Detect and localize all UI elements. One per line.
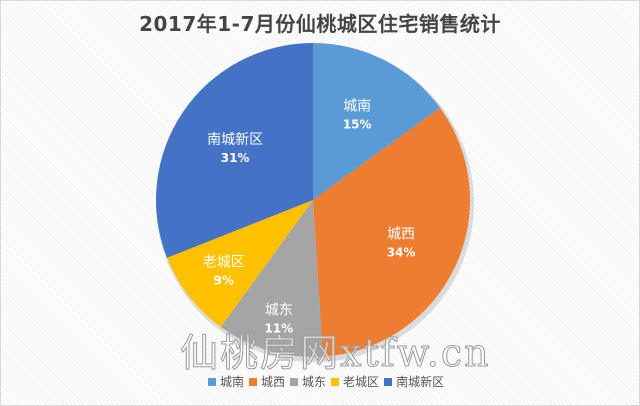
legend: 城南 城西 城东 老城区 南城新区 [208, 373, 444, 390]
legend-swatch [249, 377, 258, 386]
slice-percent: 15% [343, 117, 372, 131]
legend-label: 城南 [220, 375, 245, 389]
slice-label: 城南 [343, 98, 371, 114]
slice-label: 南城新区 [207, 132, 263, 148]
slice-percent: 34% [387, 245, 416, 259]
pie-slice-3 [167, 200, 313, 328]
legend-swatch [384, 377, 393, 386]
slice-label: 城西 [387, 226, 415, 242]
legend-swatch [331, 377, 340, 386]
slice-percent: 11% [264, 322, 293, 336]
legend-swatch [290, 377, 299, 386]
pie-slice-1 [313, 107, 471, 357]
slice-label: 老城区 [203, 254, 245, 270]
legend-item: 老城区 [331, 373, 379, 390]
chart-title: 2017年1-7月份仙桃城区住宅销售统计 [139, 12, 501, 36]
watermark: 仙桃房网xtfw.cn [180, 331, 491, 376]
legend-label: 南城新区 [396, 375, 445, 389]
legend-label: 老城区 [343, 375, 380, 389]
legend-item: 城西 [249, 373, 285, 390]
slice-label: 城东 [265, 303, 293, 319]
legend-item: 南城新区 [384, 373, 444, 390]
slice-percent: 9% [213, 273, 233, 287]
legend-swatch [208, 377, 216, 386]
legend-item: 城东 [290, 373, 326, 390]
legend-item: 城南 [208, 373, 244, 390]
pie-slice-2 [220, 200, 323, 357]
pie-slice-4 [155, 43, 313, 258]
slice-percent: 31% [221, 151, 250, 165]
pie-slice-0 [313, 43, 441, 200]
legend-label: 城东 [302, 375, 327, 389]
legend-label: 城西 [261, 375, 286, 389]
